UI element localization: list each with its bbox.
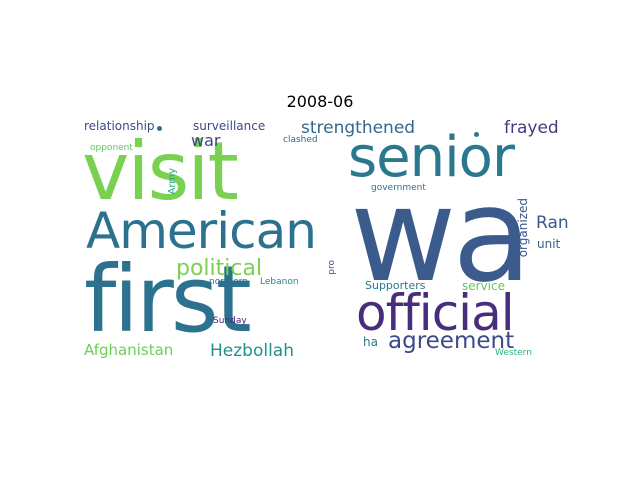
word-ha: ha [363, 335, 378, 349]
word-northern: northern [209, 277, 248, 287]
word-Army: Army [167, 168, 178, 195]
word-agreement: agreement [388, 328, 515, 354]
word-senior: senior [348, 125, 515, 190]
word-political: political [176, 256, 263, 281]
word-war: war [191, 131, 221, 150]
word-Sunday: Sunday [213, 316, 247, 326]
word-American: American [86, 202, 317, 260]
word-Afghanistan: Afghanistan [84, 341, 174, 359]
word-Ran: Ran [536, 213, 569, 233]
word-organized: organized [516, 198, 530, 258]
word-visit: visit [82, 125, 239, 218]
word-official: official [356, 284, 515, 342]
word-Western: Western [495, 348, 532, 358]
word-opponent: opponent [90, 143, 133, 153]
word-unit: unit [537, 237, 561, 251]
word-wa: wa [350, 159, 532, 311]
word-clashed: clashed [283, 135, 318, 145]
word-first: first [84, 246, 252, 353]
word-dot-2 [474, 132, 479, 137]
word-strengthened: strengthened [301, 118, 416, 138]
figure-title: 2008-06 [286, 92, 354, 111]
word-Lebanon: Lebanon [260, 277, 299, 287]
word-pro: pro [327, 260, 337, 275]
word-Supporters: Supporters [365, 279, 426, 292]
word-government: government [371, 183, 426, 193]
word-surveillance: surveillance [193, 119, 266, 133]
word-Hezbollah: Hezbollah [210, 341, 294, 361]
word-service: service [462, 279, 505, 293]
word-dot-1 [157, 126, 162, 131]
word-frayed: frayed [504, 118, 559, 138]
word-relationship: relationship [84, 119, 155, 133]
word-cloud: wa visit first senior American official … [80, 118, 575, 366]
